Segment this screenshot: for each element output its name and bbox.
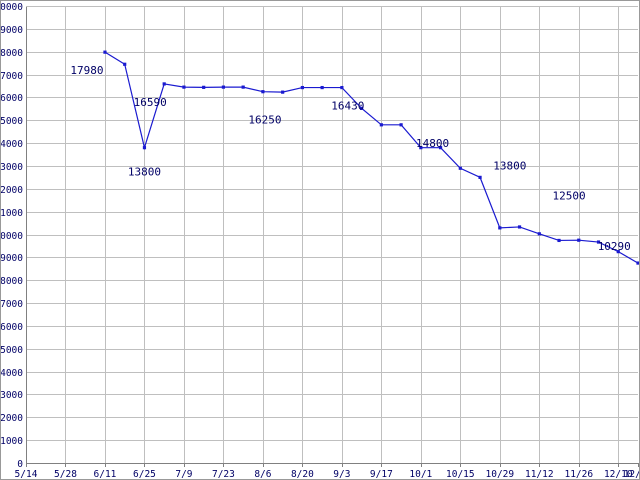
- data-point-label: 13800: [493, 160, 526, 173]
- data-point-label: 16250: [248, 114, 281, 127]
- x-axis-tick-labels: 5/14 5/28 6/11 6/25 7/9 7/23 8/6 8/20 9/3 9/17 10/…: [15, 469, 640, 480]
- data-point-marker: [438, 146, 443, 150]
- data-point-label: 10290: [598, 240, 631, 253]
- data-point-marker: [162, 82, 166, 86]
- y-tick-label: 17000: [1, 71, 23, 82]
- data-point-marker: [360, 106, 364, 110]
- data-point-marker: [596, 240, 601, 244]
- x-tick-label: 9/3: [333, 469, 350, 480]
- x-tick-label: 7/23: [212, 469, 235, 480]
- x-tick-label: 6/11: [94, 469, 117, 480]
- data-point-markers: [103, 50, 639, 265]
- x-tick-label: 11/26: [564, 469, 593, 480]
- data-point-marker: [537, 232, 541, 236]
- axis-lines: [26, 6, 639, 467]
- data-point-marker: [458, 166, 462, 170]
- y-tick-label: 14000: [1, 139, 23, 150]
- data-series: [104, 51, 639, 264]
- y-tick-label: 12000: [1, 185, 23, 196]
- y-tick-label: 8000: [1, 276, 23, 287]
- y-tick-label: 0: [17, 459, 23, 470]
- x-tick-label: 9/17: [370, 469, 393, 480]
- data-point-marker: [478, 175, 482, 179]
- data-point-marker: [379, 123, 383, 127]
- y-tick-label: 3000: [1, 390, 23, 401]
- data-point-label: 14800: [416, 137, 449, 150]
- data-point-marker: [636, 261, 639, 265]
- x-tick-label: 8/6: [254, 469, 271, 480]
- x-tick-label: 12/10: [604, 469, 633, 480]
- x-tick-label: 5/28: [54, 469, 77, 480]
- y-tick-label: 1000: [1, 436, 23, 447]
- data-point-marker: [399, 123, 403, 127]
- data-point-label: 16430: [331, 100, 364, 113]
- y-tick-label: 2000: [1, 413, 23, 424]
- data-point-marker: [300, 85, 304, 90]
- x-tick-label: 10/15: [446, 469, 475, 480]
- data-point-marker: [419, 146, 423, 150]
- data-point-marker: [202, 85, 206, 89]
- data-point-marker: [182, 85, 186, 89]
- y-tick-label: 15000: [1, 116, 23, 127]
- x-tick-label: 10/1: [409, 469, 432, 480]
- y-tick-label: 5000: [1, 345, 23, 356]
- data-point-marker: [281, 90, 285, 94]
- x-tick-label: 5/14: [15, 469, 38, 480]
- y-tick-label: 16000: [1, 93, 23, 104]
- data-point-marker: [261, 90, 265, 94]
- series-line: [104, 51, 639, 264]
- x-tick-label: 8/20: [291, 469, 314, 480]
- y-tick-label: 9000: [1, 253, 23, 264]
- data-point-marker: [123, 62, 127, 66]
- data-point-marker: [241, 85, 245, 89]
- data-point-label: 17980: [70, 64, 103, 77]
- y-tick-label: 7000: [1, 299, 23, 310]
- x-tick-label: 12/17: [624, 469, 640, 480]
- y-tick-label: 20000: [1, 2, 23, 13]
- x-tick-label: 10/29: [486, 469, 515, 480]
- gridlines: [26, 6, 638, 463]
- y-tick-label: 6000: [1, 322, 23, 333]
- y-tick-label: 4000: [1, 368, 23, 379]
- data-point-marker: [142, 146, 147, 150]
- data-point-marker: [320, 85, 324, 90]
- data-point-marker: [616, 250, 620, 254]
- x-tick-label: 11/12: [525, 469, 554, 480]
- data-point-label: 13800: [128, 166, 161, 179]
- data-point-label: 16590: [134, 96, 167, 109]
- y-tick-label: 10000: [1, 231, 23, 242]
- data-point-marker: [498, 226, 502, 230]
- x-tick-label: 7/9: [175, 469, 192, 480]
- y-axis-tick-labels: 0 1000 2000 3000 4000 5000 6000 7000 8000 9000 100…: [1, 2, 23, 470]
- x-tick-label: 6/25: [133, 469, 156, 480]
- data-point-marker: [517, 225, 522, 229]
- data-point-marker: [577, 238, 581, 242]
- data-point-marker: [340, 85, 344, 90]
- data-point-labels: 17980 13800 16590 16250 16430 14800 13800 12500…: [70, 64, 631, 253]
- y-tick-label: 13000: [1, 162, 23, 173]
- y-tick-label: 18000: [1, 48, 23, 59]
- y-tick-label: 11000: [1, 208, 23, 219]
- data-point-marker: [557, 238, 561, 243]
- data-point-label: 12500: [552, 189, 585, 202]
- data-point-marker: [221, 85, 226, 89]
- y-tick-label: 19000: [1, 25, 23, 36]
- data-point-marker: [103, 50, 107, 54]
